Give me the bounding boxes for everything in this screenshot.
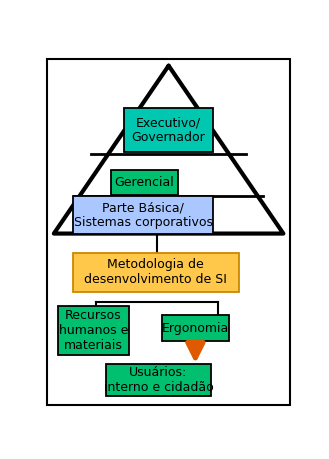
FancyBboxPatch shape [106,364,211,396]
FancyBboxPatch shape [58,306,129,355]
Text: Parte Básica/
Sistemas corporativos: Parte Básica/ Sistemas corporativos [74,201,213,229]
FancyBboxPatch shape [73,196,213,234]
Text: Ergonomia: Ergonomia [162,322,229,335]
Text: Metodologia de
desenvolvimento de SI: Metodologia de desenvolvimento de SI [85,258,227,286]
Text: Executivo/
Governador: Executivo/ Governador [132,116,206,144]
Text: Gerencial: Gerencial [114,176,174,189]
Text: Usuários:
interno e cidadão: Usuários: interno e cidadão [104,366,213,394]
FancyBboxPatch shape [73,253,239,292]
Text: Recursos
humanos e
materiais: Recursos humanos e materiais [59,309,128,352]
FancyBboxPatch shape [162,315,229,341]
FancyBboxPatch shape [124,108,213,152]
FancyBboxPatch shape [111,170,178,195]
